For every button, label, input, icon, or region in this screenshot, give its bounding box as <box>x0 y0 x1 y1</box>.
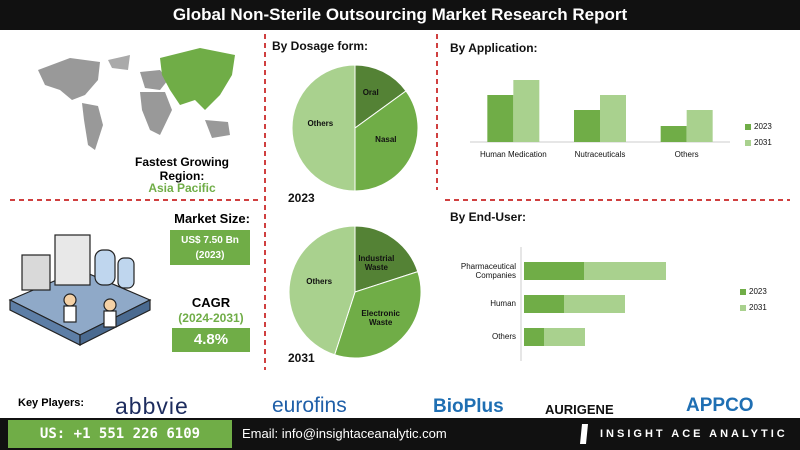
legend-label: 2023 <box>754 122 772 131</box>
bar-segment <box>524 295 564 313</box>
legend-swatch <box>745 140 751 146</box>
category-label: Human Medication <box>479 150 547 159</box>
bar <box>487 95 514 142</box>
cagr-box <box>172 328 250 352</box>
phone: US: +1 551 226 6109 <box>39 426 201 442</box>
slice-label: Electronic Waste <box>361 308 400 327</box>
market-size-box <box>170 230 250 265</box>
chart-subtitle: 2031 <box>288 351 315 365</box>
region-label: Fastest Growing Region: <box>134 155 229 183</box>
cagr-value: 4.8% <box>193 331 229 348</box>
player-logo: AURIGENE <box>545 402 614 417</box>
market-size-year: (2023) <box>195 250 225 261</box>
title: Global Non-Sterile Outsourcing Market Re… <box>172 5 628 24</box>
email: Email: info@insightaceanalytic.com <box>242 426 447 441</box>
bar <box>574 110 600 142</box>
market-size-value: US$ 7.50 Bn <box>181 235 239 246</box>
player-logo: eurofins <box>272 394 347 417</box>
pie-slice <box>354 64 407 129</box>
key-players-label: Key Players: <box>18 397 85 409</box>
lab-illustration <box>8 234 152 346</box>
chart-subtitle: 2023 <box>288 191 315 205</box>
category-label: Others <box>674 150 699 159</box>
pie-slice <box>288 225 356 356</box>
world-map <box>38 48 235 150</box>
legend-label: 2023 <box>749 287 767 296</box>
legend-swatch <box>745 124 751 130</box>
category-label: Pharmaceutical Companies <box>460 261 516 280</box>
category-label: Others <box>491 332 516 342</box>
brand-icon <box>580 424 588 444</box>
title-bar <box>0 0 800 30</box>
bar <box>600 95 626 142</box>
chart-title: By End-User: <box>450 210 527 224</box>
bar-segment <box>564 295 625 313</box>
bar <box>513 80 540 142</box>
bar <box>660 126 687 142</box>
chart-title: By Application: <box>450 41 538 55</box>
bar-segment <box>584 262 666 280</box>
player-logo: BioPlus <box>433 396 504 417</box>
bar <box>686 110 713 142</box>
bar-segment <box>544 328 585 346</box>
slice-label: Others <box>306 277 333 287</box>
legend-label: 2031 <box>749 303 767 312</box>
cagr-label: CAGR <box>191 295 231 310</box>
bar-segment <box>524 262 584 280</box>
pie-slice <box>333 270 422 359</box>
chart-title: By Dosage form: <box>272 39 369 53</box>
category-label: Human <box>490 299 516 309</box>
brand: INSIGHT ACE ANALYTIC <box>600 428 788 440</box>
bar-segment <box>524 328 544 346</box>
pie-slice <box>354 225 419 293</box>
pie-slice <box>291 64 356 192</box>
phone-box <box>8 420 232 448</box>
player-logo: APPCO <box>686 395 754 416</box>
cagr-period: (2024-2031) <box>178 311 244 325</box>
category-label: Nutraceuticals <box>574 150 626 159</box>
market-size-label: Market Size: <box>174 211 250 226</box>
player-logo: abbvie <box>115 393 189 419</box>
slice-label: Others <box>307 119 334 128</box>
legend-swatch <box>740 289 746 295</box>
legend-swatch <box>740 305 746 311</box>
slice-label: Oral <box>362 88 379 98</box>
slice-label: Nasal <box>375 134 397 144</box>
region-value: Asia Pacific <box>148 181 216 195</box>
slice-label: Industrial Waste <box>358 253 395 272</box>
pie-slice <box>354 90 419 192</box>
legend-label: 2031 <box>754 138 772 147</box>
